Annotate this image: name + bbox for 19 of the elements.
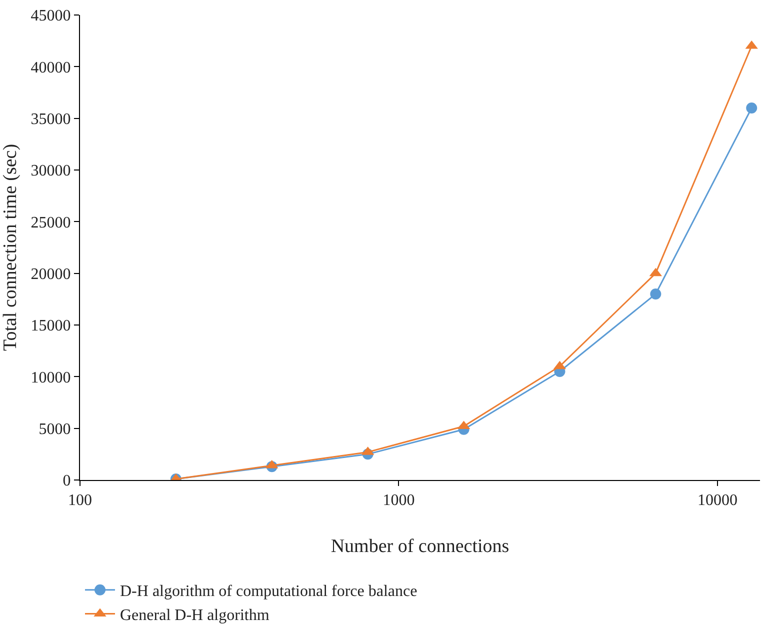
x-tick-label: 1000 [382, 492, 415, 510]
y-tick-label: 35000 [30, 110, 71, 128]
y-tick-label: 0 [62, 472, 71, 490]
y-tick-label: 5000 [38, 420, 71, 438]
y-tick-label: 25000 [30, 214, 71, 232]
point [746, 102, 758, 114]
y-tick-label: 30000 [30, 162, 71, 180]
legend-label: D-H algorithm of computational force balance [120, 583, 418, 600]
legend-label: General D-H algorithm [120, 606, 270, 624]
y-tick-label: 40000 [30, 59, 71, 76]
point [650, 288, 662, 300]
y-tick-label: 15000 [30, 318, 71, 335]
y-tick-label: 20000 [30, 266, 71, 283]
y-tick-label: 10000 [30, 369, 71, 386]
y-axis-title: Total connection time (sec) [0, 144, 21, 352]
x-tick-label: 100 [68, 492, 92, 510]
y-tick-label: 45000 [30, 8, 71, 25]
x-axis-title: Number of connections [330, 536, 510, 557]
x-tick-label: 10000 [697, 492, 738, 510]
